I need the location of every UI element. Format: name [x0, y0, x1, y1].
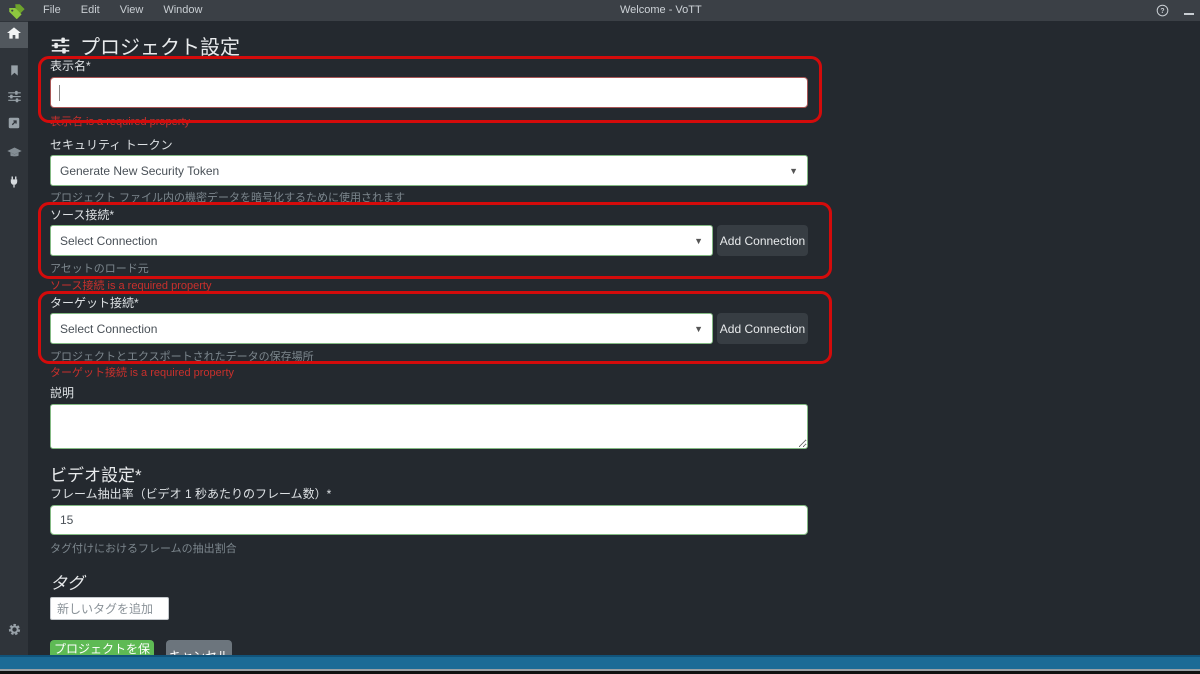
- frame-rate-helper: タグ付けにおけるフレームの抽出割合: [50, 543, 237, 555]
- sidebar: [0, 21, 28, 656]
- menu-edit[interactable]: Edit: [80, 4, 100, 16]
- description-textarea[interactable]: [50, 404, 808, 449]
- target-connection-label: ターゲット接続*: [50, 296, 139, 310]
- window-title: Welcome - VoTT: [620, 4, 702, 16]
- minimize-icon[interactable]: [1184, 12, 1194, 15]
- frame-rate-input[interactable]: [50, 505, 808, 535]
- new-tag-input[interactable]: [50, 597, 169, 620]
- video-settings-heading: ビデオ設定*: [50, 466, 142, 485]
- gear-icon: [7, 622, 22, 642]
- security-token-helper: プロジェクト ファイル内の機密データを暗号化するために使用されます: [50, 192, 406, 204]
- display-name-label: 表示名*: [50, 59, 91, 73]
- menu-view[interactable]: View: [119, 4, 144, 16]
- source-connection-label: ソース接続*: [50, 208, 115, 222]
- security-token-label: セキュリティ トークン: [50, 138, 173, 152]
- menu-window[interactable]: Window: [163, 4, 203, 16]
- sidebar-item-connections[interactable]: [0, 171, 28, 197]
- sidebar-item-app-settings[interactable]: [0, 620, 28, 644]
- sidebar-item-project-settings[interactable]: [0, 86, 28, 112]
- target-connection-helper: プロジェクトとエクスポートされたデータの保存場所: [50, 351, 314, 363]
- home-icon: [6, 25, 22, 46]
- source-connection-select[interactable]: Select Connection ▼: [50, 225, 713, 256]
- sliders-icon: [7, 89, 22, 109]
- security-token-select[interactable]: Generate New Security Token ▼: [50, 155, 808, 186]
- source-connection-error: ソース接続 is a required property: [50, 280, 212, 292]
- target-connection-select[interactable]: Select Connection ▼: [50, 313, 713, 344]
- graduation-cap-icon: [6, 145, 23, 165]
- taskbar-strip: [0, 655, 1200, 674]
- text-cursor: [59, 85, 60, 101]
- sidebar-item-home[interactable]: [0, 22, 28, 48]
- target-add-connection-button[interactable]: Add Connection: [717, 313, 808, 344]
- titlebar: File Edit View Window Welcome - VoTT ?: [0, 0, 1200, 21]
- chevron-down-icon: ▼: [694, 323, 703, 334]
- help-icon[interactable]: ?: [1155, 3, 1170, 18]
- bookmark-icon: [8, 63, 21, 83]
- display-name-input[interactable]: [50, 77, 808, 108]
- frame-rate-label: フレーム抽出率（ビデオ 1 秒あたりのフレーム数）*: [50, 487, 332, 501]
- source-connection-helper: アセットのロード元: [50, 263, 149, 275]
- project-settings-page: プロジェクト設定 表示名* 表示名 is a required property…: [28, 21, 1200, 673]
- description-label: 説明: [50, 386, 75, 400]
- sidebar-item-bookmark[interactable]: [0, 60, 28, 86]
- sidebar-item-active-learning[interactable]: [0, 142, 28, 168]
- plug-icon: [7, 174, 21, 195]
- chevron-down-icon: ▼: [694, 235, 703, 246]
- export-icon: [7, 116, 21, 135]
- svg-text:?: ?: [1160, 8, 1164, 15]
- source-add-connection-button[interactable]: Add Connection: [717, 225, 808, 256]
- chevron-down-icon: ▼: [789, 165, 798, 176]
- page-title: プロジェクト設定: [50, 31, 240, 60]
- sidebar-item-export[interactable]: [0, 112, 28, 138]
- tags-heading: タグ: [50, 574, 84, 593]
- vott-logo-icon: [7, 3, 25, 19]
- taskbar-blue-bar: [0, 655, 1200, 669]
- sliders-icon: [50, 35, 71, 56]
- menu-file[interactable]: File: [43, 4, 61, 16]
- display-name-error: 表示名 is a required property: [50, 116, 190, 128]
- target-connection-error: ターゲット接続 is a required property: [50, 367, 234, 379]
